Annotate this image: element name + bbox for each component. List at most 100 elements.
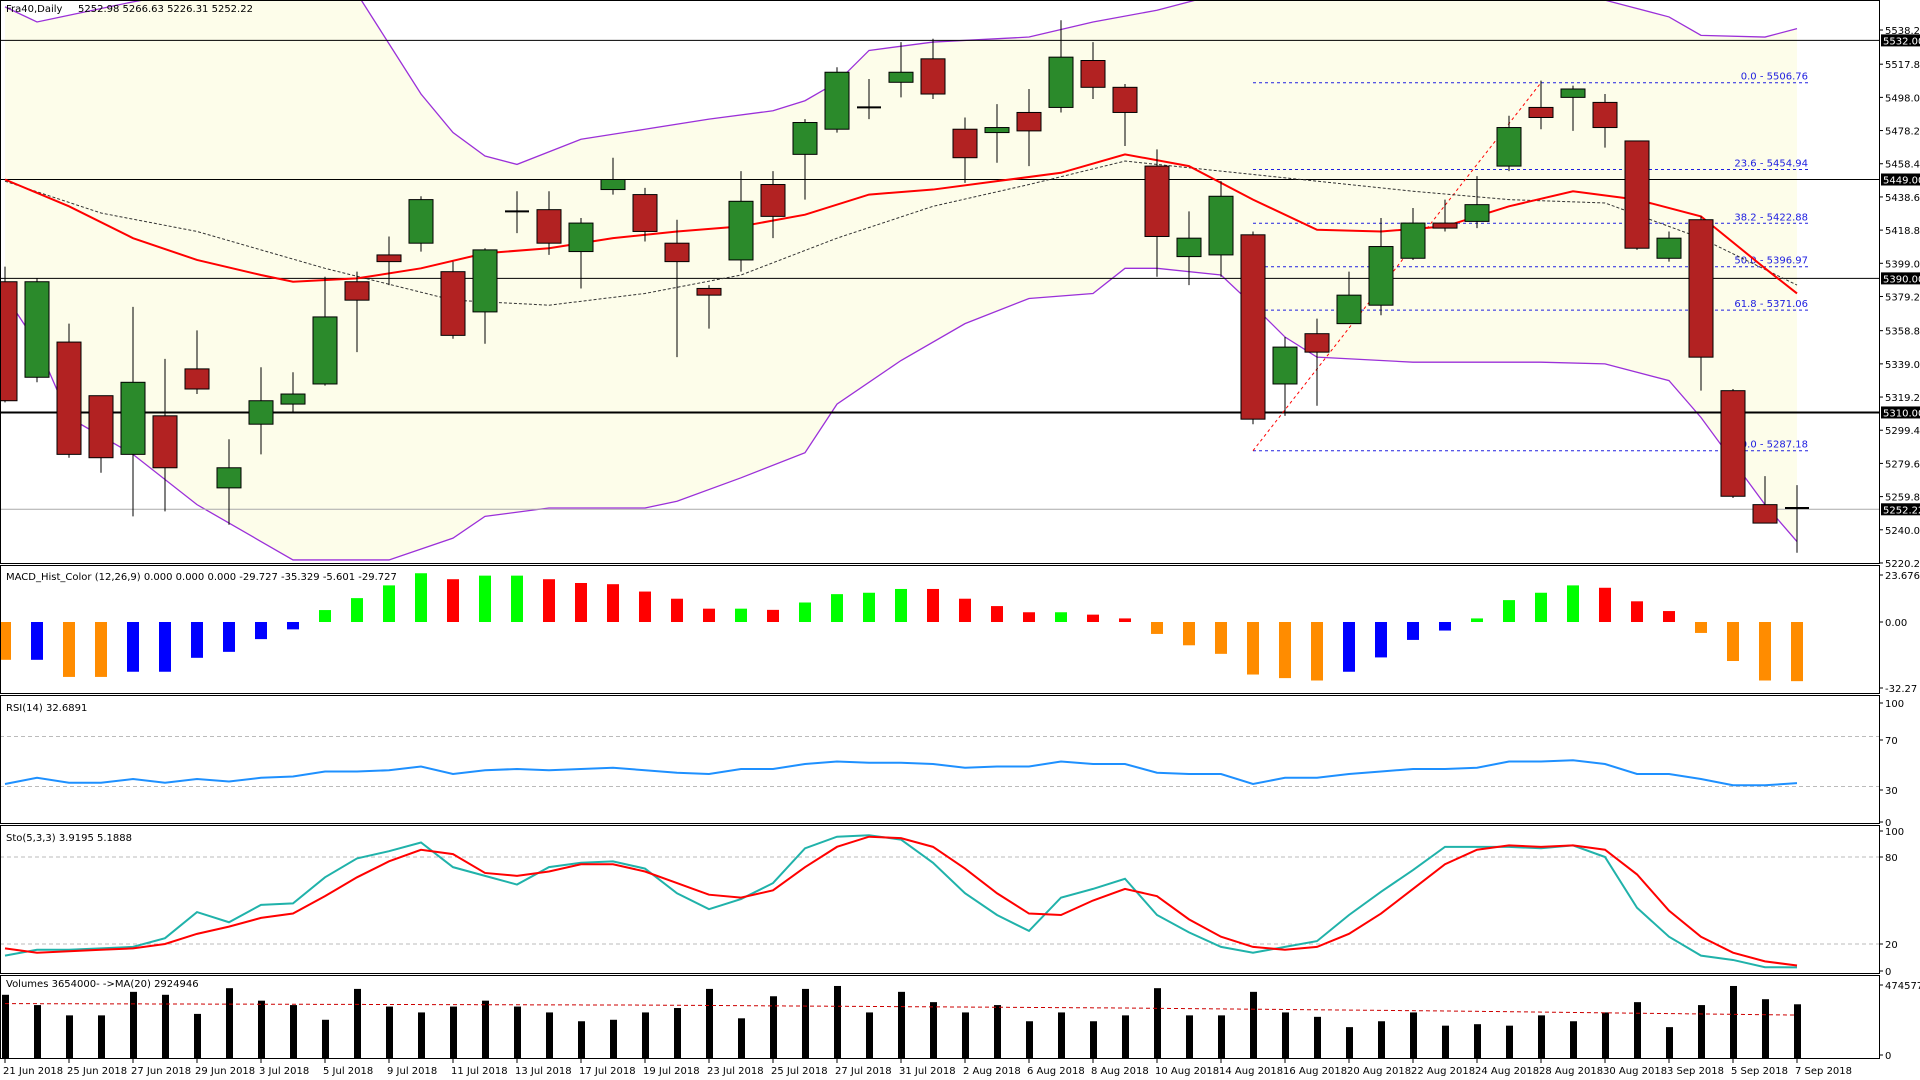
volume-bar: [1634, 1002, 1641, 1058]
candle-body: [920, 58, 946, 95]
bollinger-lower-line: [4, 267, 1798, 561]
macd-histogram-bar: [383, 585, 395, 622]
macd-histogram-bar: [1407, 622, 1419, 640]
macd-histogram-bar: [479, 575, 491, 622]
panel-4: [2, 985, 1801, 1058]
panel-0: 0.0 - 5506.76 23.6 - 5454.94 38.2 - 5422.8…: [0, 0, 1879, 561]
price-level-label: 5532.00: [1883, 36, 1920, 47]
y-axis-tick-label: 0: [1885, 967, 1891, 978]
macd-histogram-bar: [511, 575, 523, 622]
volume-bar: [1410, 1012, 1417, 1058]
macd-histogram-bar: [351, 598, 363, 622]
volume-bar: [1314, 1016, 1321, 1058]
volume-bar: [578, 1021, 585, 1058]
panel-1: [0, 573, 1803, 682]
macd-histogram-bar: [287, 622, 299, 630]
candle-body: [1752, 504, 1778, 524]
macd-histogram-bar: [575, 582, 587, 622]
volume-bar: [34, 1005, 41, 1058]
x-axis-date-label: 27 Jul 2018: [835, 1066, 892, 1077]
macd-histogram-bar: [1599, 587, 1611, 622]
y-axis-tick-label: 5418.80: [1885, 226, 1920, 237]
macd-histogram-bar: [63, 622, 75, 677]
candle-body: [1304, 333, 1330, 353]
x-axis-date-label: 23 Jul 2018: [707, 1066, 764, 1077]
macd-histogram-bar: [415, 573, 427, 622]
y-axis-tick-label: 70: [1885, 736, 1898, 747]
x-axis-date-label: 11 Jul 2018: [451, 1066, 508, 1077]
volume-bar: [1378, 1021, 1385, 1058]
x-axis-date-label: 19 Jul 2018: [643, 1066, 700, 1077]
volume-bar: [450, 1006, 457, 1058]
macd-histogram-bar: [0, 622, 11, 660]
candle-body: [1208, 195, 1234, 256]
x-axis-date-label: 6 Aug 2018: [1027, 1066, 1085, 1077]
x-axis-date-label: 20 Aug 2018: [1347, 1066, 1411, 1077]
macd-histogram-bar: [319, 610, 331, 622]
macd-histogram-bar: [1471, 618, 1483, 622]
macd-histogram-bar: [1023, 612, 1035, 622]
y-axis-tick-label: 5538.20: [1885, 26, 1920, 37]
indicator-title: Volumes 3654000- ->MA(20) 2924946: [6, 979, 199, 990]
candle-body: [568, 222, 594, 253]
macd-histogram-bar: [863, 592, 875, 622]
panel-3: [0, 834, 1879, 969]
macd-histogram-bar: [127, 622, 139, 672]
y-axis-tick-label: 5517.80: [1885, 60, 1920, 71]
x-axis-date-label: 10 Aug 2018: [1155, 1066, 1219, 1077]
x-axis-date-label: 28 Aug 2018: [1539, 1066, 1603, 1077]
indicator-title: RSI(14) 32.6891: [6, 703, 87, 714]
candle-body: [1048, 56, 1074, 108]
volume-bar: [386, 1006, 393, 1058]
volume-bar: [1474, 1024, 1481, 1058]
volume-bar: [354, 988, 361, 1058]
fibonacci-level-label: 50.0 - 5396.97: [1734, 256, 1808, 267]
volume-bar: [738, 1018, 745, 1058]
volume-bar: [258, 1000, 265, 1058]
volume-bar: [1218, 1015, 1225, 1058]
candle-body: [632, 194, 658, 232]
candle-body: [1560, 88, 1586, 98]
indicator-title: Sto(5,3,3) 3.9195 5.1888: [6, 833, 132, 844]
stochastic-d-line: [4, 835, 1798, 967]
y-axis-tick-label: 5478.20: [1885, 127, 1920, 138]
y-axis-tick-label: 5319.20: [1885, 393, 1920, 404]
candle-body: [696, 287, 722, 296]
candle-body: [760, 184, 786, 217]
price-level-label: 5390.00: [1883, 274, 1920, 285]
macd-histogram-bar: [1631, 601, 1643, 622]
candle-body: [536, 209, 562, 244]
macd-histogram-bar: [1439, 622, 1451, 631]
y-axis-tick-label: 0.00: [1885, 618, 1907, 629]
macd-histogram-bar: [1087, 614, 1099, 622]
y-axis-tick-label: 23.676: [1885, 571, 1920, 582]
y-axis-tick-label: 20: [1885, 940, 1898, 951]
price-level-marker: [1881, 173, 1920, 186]
candle-body: [888, 71, 914, 83]
candle-body: [792, 122, 818, 155]
macd-histogram-bar: [703, 608, 715, 622]
x-axis-date-label: 29 Jun 2018: [195, 1066, 255, 1077]
candle-body: [1592, 101, 1618, 129]
stochastic-k-line: [4, 834, 1798, 969]
macd-histogram-bar: [1759, 622, 1771, 681]
volume-bar: [1026, 1021, 1033, 1058]
candle-body: [1336, 294, 1362, 325]
volume-bar: [1570, 1021, 1577, 1058]
candle-body: [88, 395, 114, 459]
y-axis-tick-label: 100: [1885, 827, 1904, 838]
volume-bar: [1186, 1015, 1193, 1058]
candle-body: [1144, 165, 1170, 237]
candle-body: [216, 467, 242, 489]
volume-bar: [482, 1000, 489, 1058]
y-axis-tick-label: 30: [1885, 786, 1898, 797]
candle-body: [824, 71, 850, 130]
macd-histogram-bar: [895, 588, 907, 622]
panel-border: [0, 975, 1880, 1059]
candle-body: [728, 200, 754, 261]
macd-histogram-bar: [735, 608, 747, 622]
y-axis-tick-label: 5259.80: [1885, 493, 1920, 504]
x-axis-date-label: 7 Sep 2018: [1795, 1066, 1852, 1077]
y-axis-tick-label: 5399.00: [1885, 259, 1920, 270]
